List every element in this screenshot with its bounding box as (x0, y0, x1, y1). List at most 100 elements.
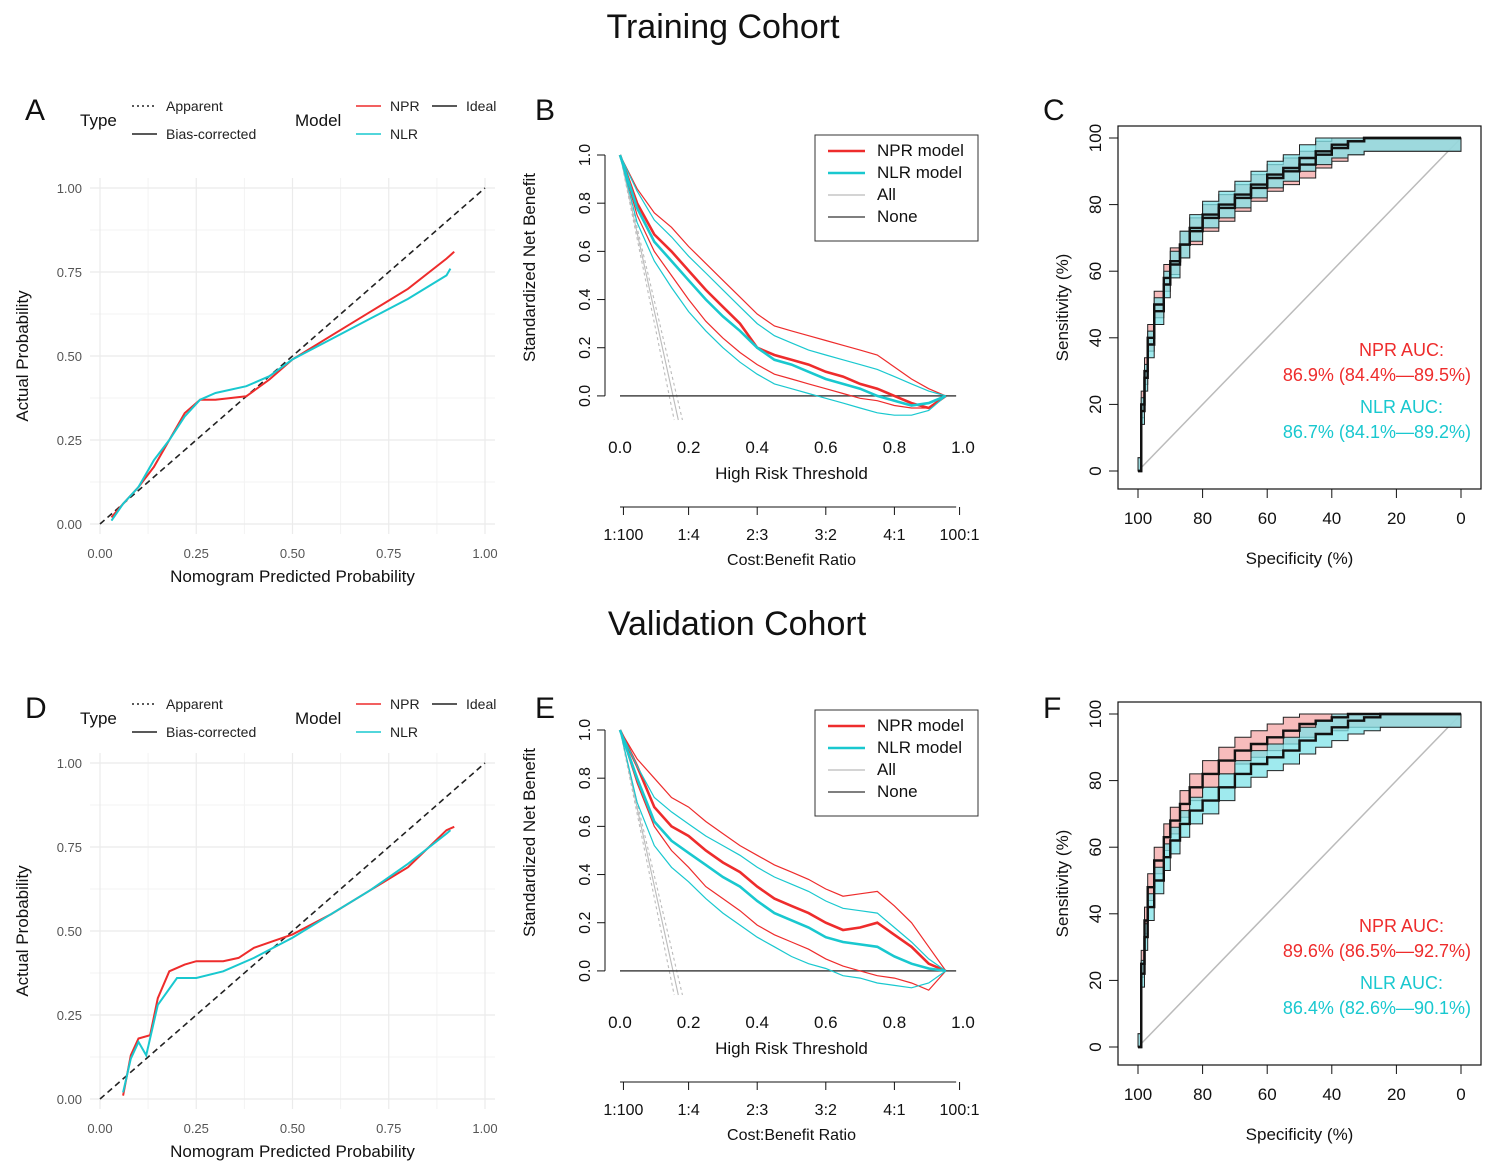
y-tick-label: 0.8 (577, 767, 594, 789)
legend-label-1: NLR model (877, 163, 962, 182)
legend-nlr-label: NLR (390, 126, 418, 142)
panel-letter-F: F (1043, 692, 1061, 725)
x-tick-label: 80 (1193, 509, 1212, 528)
y-tick-label: 0.75 (57, 840, 82, 855)
y-tick-label: 40 (1086, 328, 1105, 347)
y-tick-label: 20 (1086, 971, 1105, 990)
x-axis-title: Specificity (%) (1246, 1125, 1354, 1144)
y-tick-label: 0.00 (57, 517, 82, 532)
y-tick-label: 60 (1086, 262, 1105, 281)
x-tick-label: 100 (1124, 1085, 1152, 1104)
all-treat-line (619, 729, 679, 996)
legend-label-3: None (877, 207, 918, 226)
auc-value-0: 86.9% (84.4%—89.5%) (1283, 365, 1471, 385)
all-treat-line (619, 154, 675, 421)
y-tick-label: 0 (1086, 1042, 1105, 1051)
auc-label-1: NLR AUC: (1360, 973, 1443, 993)
y-tick-label: 0.75 (57, 265, 82, 280)
y-tick-label: 0.6 (577, 240, 594, 262)
training-cohort-heading: Training Cohort (606, 8, 840, 46)
x-axis-title: High Risk Threshold (715, 464, 868, 483)
x-tick-label: 20 (1387, 509, 1406, 528)
y-tick-label: 100 (1086, 700, 1105, 728)
y-tick-label: 0.2 (577, 337, 594, 359)
bias-corrected-curve-npr (110, 251, 455, 518)
y-tick-label: 0.4 (577, 863, 594, 885)
x-tick-label: 0 (1456, 1085, 1465, 1104)
y-tick-label: 80 (1086, 771, 1105, 790)
validation-cohort-heading: Validation Cohort (608, 605, 867, 643)
roc-curve-nlr (1138, 136, 1461, 473)
x2-tick-label: 1:100 (603, 527, 643, 544)
y-tick-label: 100 (1086, 124, 1105, 152)
y-tick-label: 0.00 (57, 1092, 82, 1107)
x-tick-label: 1.00 (472, 546, 497, 561)
x-tick-label: 0.6 (814, 438, 838, 457)
x-tick-label: 0.50 (280, 1121, 305, 1136)
x2-tick-label: 3:2 (815, 527, 837, 544)
x-axis-title: Nomogram Predicted Probability (170, 567, 415, 586)
nlr-net-benefit-curve (618, 154, 947, 407)
legend-bias-corrected-label: Bias-corrected (166, 724, 256, 740)
y-axis-title: Sensitivity (%) (1053, 830, 1072, 938)
auc-value-1: 86.4% (82.6%—90.1%) (1283, 998, 1471, 1018)
y-tick-label: 0.8 (577, 192, 594, 214)
x2-tick-label: 1:100 (603, 1102, 643, 1119)
x2-tick-label: 3:2 (815, 1102, 837, 1119)
legend-type-title: Type (80, 709, 117, 728)
y-tick-label: 0.2 (577, 912, 594, 934)
legend-apparent-label: Apparent (166, 696, 223, 712)
x-tick-label: 0.6 (814, 1013, 838, 1032)
legend-ideal-label: Ideal (466, 98, 496, 114)
y-tick-label: 80 (1086, 195, 1105, 214)
bias-corrected-curve-nlr (110, 268, 452, 522)
y-tick-label: 0.25 (57, 1008, 82, 1023)
x2-tick-label: 1:4 (677, 1102, 699, 1119)
panel-letter-B: B (535, 94, 555, 127)
legend-nlr-label: NLR (390, 724, 418, 740)
x-tick-label: 1.00 (472, 1121, 497, 1136)
y-tick-label: 1.0 (577, 719, 594, 741)
x-tick-label: 0.25 (184, 546, 209, 561)
nlr-net-benefit-curve (618, 729, 946, 973)
x2-tick-label: 100:1 (940, 527, 980, 544)
x2-tick-label: 2:3 (746, 1102, 768, 1119)
auc-label-0: NPR AUC: (1359, 916, 1444, 936)
x2-axis-title: Cost:Benefit Ratio (727, 552, 856, 569)
plot-frame (1117, 125, 1482, 490)
legend-box (814, 134, 979, 242)
legend-npr-label: NPR (390, 696, 420, 712)
legend-label-0: NPR model (877, 716, 964, 735)
legend-npr-label: NPR (390, 98, 420, 114)
panel-letter-D: D (25, 692, 47, 725)
legend-label-2: All (877, 760, 896, 779)
all-treat-line (619, 154, 683, 421)
nlr-ci-lower (619, 154, 947, 416)
legend-apparent-label: Apparent (166, 98, 223, 114)
panel-D: D Type Apparent Bias-corrected Model NPR NLR Id… (13, 692, 498, 1161)
y-tick-label: 0.6 (577, 815, 594, 837)
y-tick-label: 20 (1086, 395, 1105, 414)
panel-E: E 0.0 0.0 0.2 0.2 0.4 0.4 0.6 0.6 0.8 0.8 1.0 1.0 Hig… (520, 692, 980, 1144)
roc-curve-nlr (1138, 712, 1461, 1049)
all-treat-line (619, 154, 679, 421)
reference-diagonal (1137, 713, 1462, 1048)
auc-label-1: NLR AUC: (1360, 397, 1443, 417)
npr-ci-upper (619, 154, 947, 397)
y-tick-label: 0.50 (57, 924, 82, 939)
npr-net-benefit-curve (618, 729, 947, 973)
y-tick-label: 0.50 (57, 349, 82, 364)
x-tick-label: 40 (1322, 1085, 1341, 1104)
y-tick-label: 0 (1086, 466, 1105, 475)
y-tick-label: 0.0 (577, 385, 594, 407)
npr-ci-lower (619, 154, 947, 409)
panel-letter-A: A (25, 94, 45, 127)
x2-tick-label: 4:1 (883, 527, 905, 544)
x-tick-label: 0.00 (87, 1121, 112, 1136)
y-axis-title: Sensitivity (%) (1053, 254, 1072, 362)
legend-type-title: Type (80, 111, 117, 130)
x2-tick-label: 100:1 (940, 1102, 980, 1119)
apparent-curve-nlr (110, 268, 451, 521)
x-tick-label: 0.2 (677, 438, 701, 457)
